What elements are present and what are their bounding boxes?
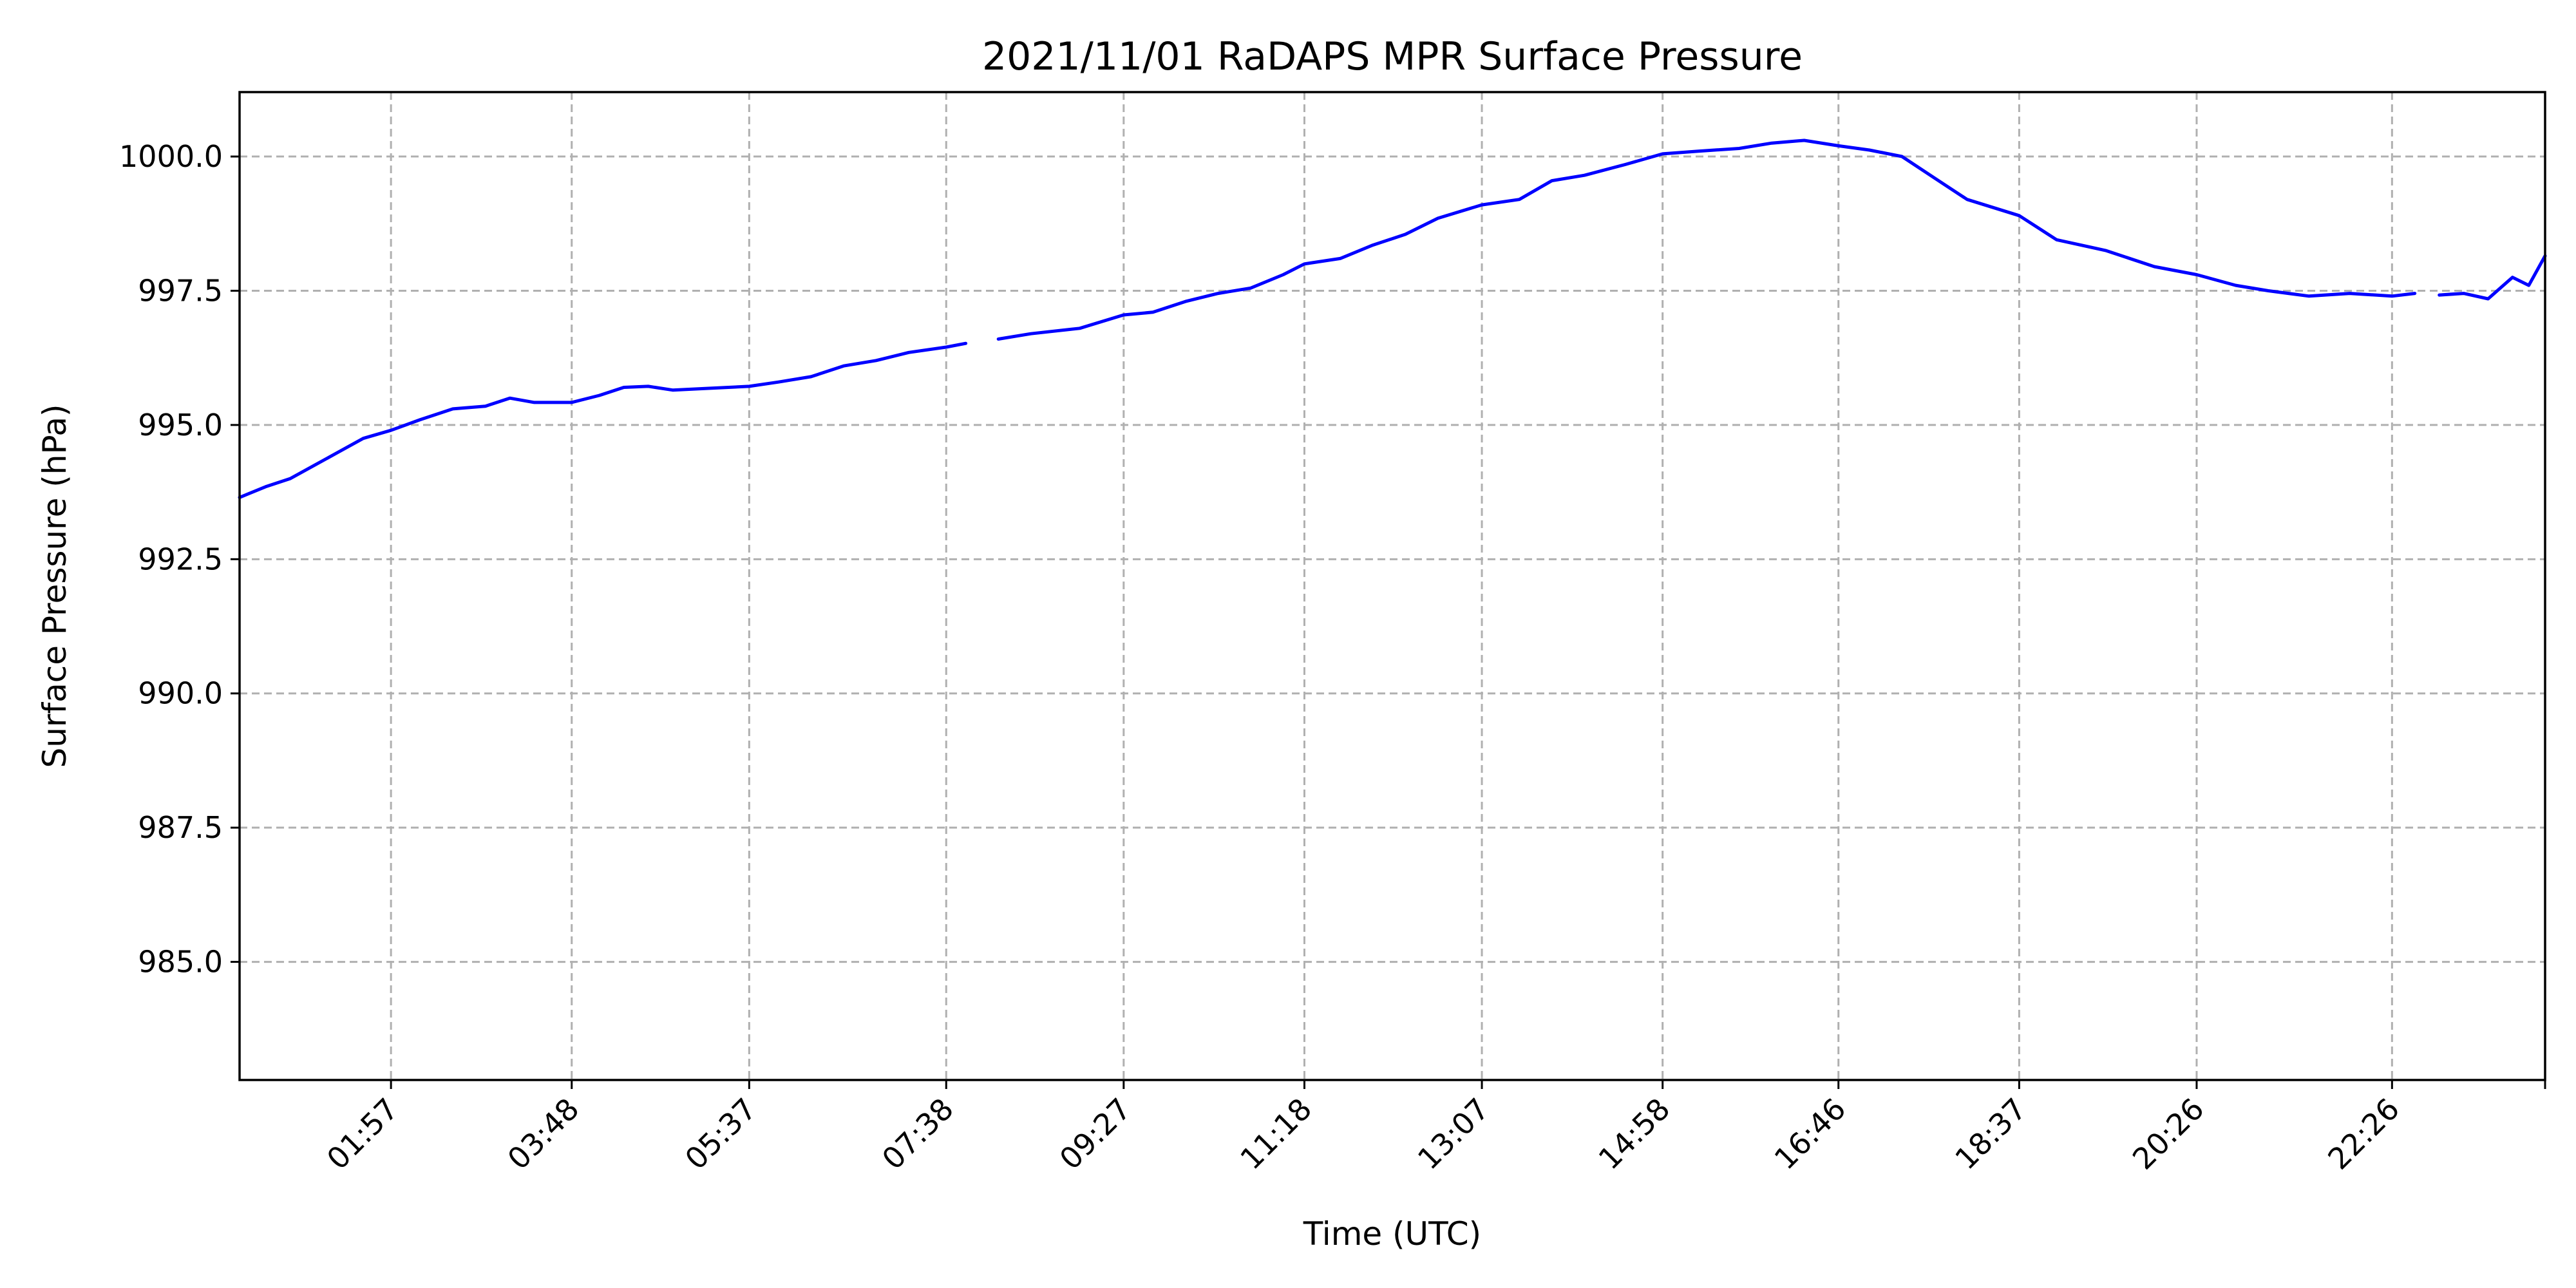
x-tick-label: 07:38 [875, 1092, 960, 1177]
x-tick-label: 16:46 [1768, 1092, 1853, 1177]
y-axis-title: Surface Pressure (hPa) [36, 404, 73, 768]
y-tick-label: 985.0 [138, 945, 223, 980]
x-tick-label: 18:37 [1948, 1092, 2033, 1177]
y-axis-ticks: 985.0 987.5 990.0 992.5 995.0 997.5 1000.0 [119, 139, 240, 980]
plot-background [240, 92, 2545, 1080]
pressure-series-line [238, 138, 2547, 499]
x-tick-label: 11:18 [1233, 1092, 1318, 1177]
x-tick-label: 14:58 [1592, 1092, 1677, 1177]
x-tick-label: 22:26 [2321, 1092, 2406, 1177]
plot-frame [238, 91, 2546, 1081]
y-tick-label: 1000.0 [119, 139, 223, 174]
x-tick-label: 05:37 [678, 1092, 763, 1177]
x-gridlines [390, 92, 2546, 1080]
chart-title: 2021/11/01 RaDAPS MPR Surface Pressure [982, 34, 1803, 79]
x-tick-label: 20:26 [2126, 1092, 2211, 1177]
x-tick-label: 09:27 [1053, 1092, 1138, 1177]
y-tick-label: 995.0 [138, 408, 223, 442]
x-tick-label: 13:07 [1411, 1092, 1496, 1177]
y-gridlines [240, 155, 2545, 963]
y-tick-label: 987.5 [138, 810, 223, 845]
y-tick-label: 997.5 [138, 273, 223, 308]
x-axis-title: Time (UTC) [1303, 1215, 1481, 1253]
y-tick-label: 992.5 [138, 542, 223, 576]
x-tick-label: 03:48 [501, 1092, 586, 1177]
series-layer [238, 138, 2547, 499]
x-tick-label: 01:57 [320, 1092, 405, 1177]
y-tick-label: 990.0 [138, 676, 223, 711]
x-axis-ticks: 01:57 03:48 05:37 07:38 09:27 11:18 13:07 14:58… [320, 1080, 2546, 1177]
